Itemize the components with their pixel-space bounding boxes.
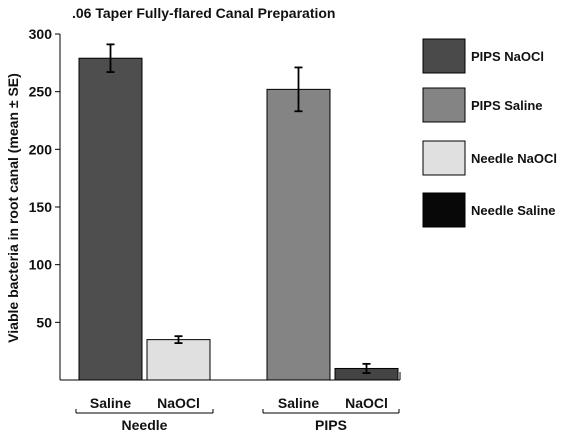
y-tick-label: 300 — [29, 26, 53, 42]
group-label: PIPS — [315, 417, 347, 433]
category-label: Saline — [278, 395, 319, 411]
category-label: NaOCl — [157, 395, 200, 411]
category-label: Saline — [90, 395, 131, 411]
bar-needle-naocl — [146, 339, 211, 381]
legend-label: PIPS NaOCl — [471, 49, 544, 64]
plot-area: 50 100 150 200 250 300 Saline NaOCl Needle Saline… — [29, 26, 401, 433]
legend-label: Needle NaOCl — [471, 151, 557, 166]
y-tick-label: 200 — [29, 141, 53, 157]
legend-label: PIPS Saline — [471, 98, 543, 113]
bar-pips-saline — [266, 88, 331, 381]
legend: PIPS NaOCl PIPS Saline Needle NaOCl Needle … — [422, 38, 557, 228]
chart-title: .06 Taper Fully-flared Canal Preparation — [72, 5, 335, 21]
bar-needle-saline — [78, 57, 143, 381]
legend-swatch — [422, 192, 466, 228]
legend-label: Needle Saline — [471, 203, 556, 218]
y-tick-label: 100 — [29, 257, 53, 273]
legend-swatch — [422, 140, 466, 176]
y-axis-label: Viable bacteria in root canal (mean ± SE… — [5, 73, 21, 343]
category-label: NaOCl — [345, 395, 388, 411]
y-tick-label: 150 — [29, 199, 53, 215]
y-tick-label: 250 — [29, 84, 53, 100]
group-label: Needle — [122, 417, 168, 433]
y-tick-label: 50 — [36, 314, 52, 330]
legend-swatch — [422, 87, 466, 123]
legend-swatch — [422, 38, 466, 74]
